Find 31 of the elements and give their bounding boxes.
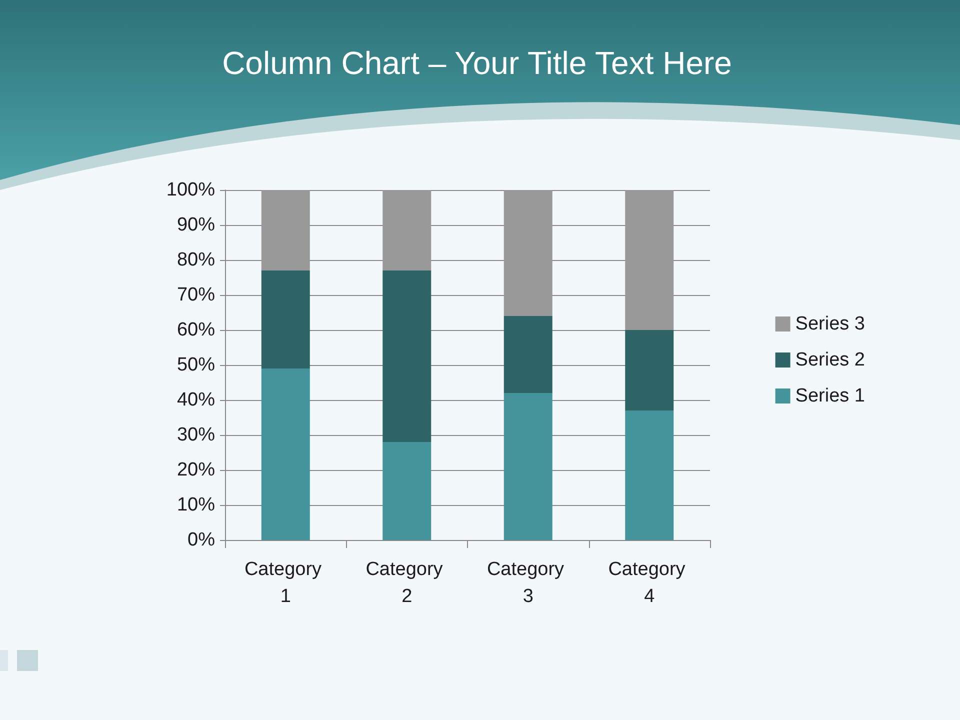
y-tick-label: 10% — [176, 494, 216, 516]
bar — [261, 368, 310, 540]
bar — [382, 270, 432, 442]
bar — [625, 190, 674, 330]
y-tick-label: 100% — [166, 180, 216, 200]
y-tick-label: 20% — [176, 460, 216, 480]
bar — [625, 330, 674, 410]
bar — [382, 442, 432, 540]
chart-title: Column Chart – Your Title Text Here — [222, 45, 732, 81]
y-tick-label: 70% — [176, 284, 216, 306]
bar — [261, 270, 310, 368]
legend-label: Series 3 — [795, 314, 865, 334]
legend-label: Series 1 — [795, 386, 865, 406]
y-tick-label: 90% — [176, 214, 216, 236]
x-tick-label: Category 2 — [366, 559, 448, 607]
y-tick-label: 60% — [176, 320, 216, 340]
x-tick-label: Category 4 — [608, 559, 691, 607]
bar — [504, 190, 552, 316]
y-tick-label: 0% — [188, 530, 216, 550]
y-tick-label: 30% — [176, 424, 216, 446]
bar — [261, 190, 310, 270]
legend-label: Series 2 — [795, 350, 865, 370]
bar — [625, 410, 674, 540]
y-tick-label: 50% — [176, 354, 216, 376]
bar — [382, 190, 432, 270]
bar — [504, 393, 552, 540]
x-tick-label: Category 1 — [244, 559, 327, 607]
y-tick-label: 40% — [176, 390, 216, 410]
x-tick-label: Category 3 — [486, 559, 570, 607]
bar — [504, 316, 552, 393]
y-tick-label: 80% — [176, 250, 216, 270]
